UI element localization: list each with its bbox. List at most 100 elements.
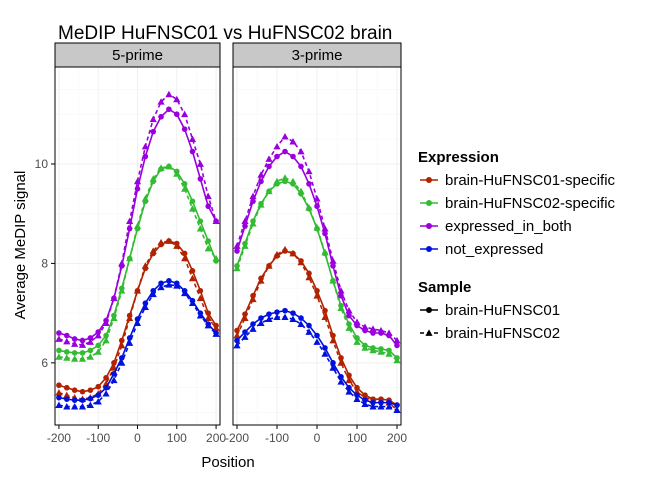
data-point xyxy=(204,321,212,329)
data-point xyxy=(393,356,401,364)
data-point xyxy=(305,204,313,211)
data-point xyxy=(234,248,240,254)
data-point xyxy=(166,278,172,284)
data-point xyxy=(197,218,204,224)
data-point xyxy=(306,181,312,187)
panel-strip-label: 3-prime xyxy=(292,47,343,64)
data-point xyxy=(257,277,265,284)
legend-sample-item: brain-HuFNSC02 xyxy=(420,325,560,342)
chart-title: MeDIP HuFNSC01 vs HuFNSC02 brain xyxy=(58,23,392,44)
y-tick-label: 10 xyxy=(35,157,49,171)
data-point xyxy=(118,341,126,349)
data-point xyxy=(196,294,204,302)
data-point xyxy=(266,311,272,317)
legend-expression-title: Expression xyxy=(418,149,499,166)
data-point xyxy=(165,90,173,98)
data-point xyxy=(297,187,305,195)
data-point xyxy=(345,388,353,395)
y-tick-label: 8 xyxy=(41,256,48,270)
data-point xyxy=(369,325,377,332)
data-point xyxy=(71,355,79,362)
data-point xyxy=(63,384,70,391)
data-point xyxy=(282,307,288,314)
data-point xyxy=(257,319,265,326)
data-point xyxy=(110,314,118,321)
data-point xyxy=(126,254,134,262)
x-tick-label: 200 xyxy=(206,431,226,445)
series-line xyxy=(58,240,217,400)
x-tick-label: -200 xyxy=(225,431,249,445)
data-point xyxy=(188,135,197,142)
data-point xyxy=(337,304,345,312)
data-point xyxy=(71,336,78,342)
data-point xyxy=(71,403,79,410)
data-point xyxy=(63,403,71,410)
data-point xyxy=(173,170,181,177)
data-point xyxy=(305,328,313,335)
data-point xyxy=(149,115,157,123)
legend-marker xyxy=(426,177,432,183)
panel-strip-label: 5-prime xyxy=(112,47,163,64)
data-point xyxy=(78,403,87,410)
data-point xyxy=(71,340,79,347)
data-point xyxy=(188,274,197,282)
data-point xyxy=(345,324,353,331)
data-point xyxy=(94,331,102,339)
data-point xyxy=(133,177,142,185)
data-point xyxy=(378,399,384,406)
data-point xyxy=(95,383,102,390)
data-point xyxy=(361,344,369,351)
data-point xyxy=(313,195,321,202)
data-point xyxy=(281,245,289,253)
data-point xyxy=(249,192,257,200)
data-point xyxy=(273,177,281,185)
data-point xyxy=(241,314,249,321)
data-point xyxy=(265,187,273,195)
data-point xyxy=(126,314,134,321)
data-point xyxy=(289,137,297,145)
data-point xyxy=(196,224,204,232)
data-point xyxy=(55,389,63,396)
data-point xyxy=(313,338,321,345)
data-point xyxy=(233,331,241,339)
x-tick-label: -200 xyxy=(47,431,71,445)
data-point xyxy=(126,335,133,341)
data-point xyxy=(329,364,337,371)
data-point xyxy=(165,281,173,288)
data-point xyxy=(362,397,368,403)
data-point xyxy=(189,198,196,205)
data-point xyxy=(78,355,87,362)
data-point xyxy=(241,333,249,340)
data-point xyxy=(369,346,377,354)
data-point xyxy=(346,372,352,379)
x-tick-label: 200 xyxy=(387,431,407,445)
x-tick-label: 100 xyxy=(347,431,367,445)
data-point xyxy=(196,160,204,167)
data-point xyxy=(189,268,196,274)
data-point xyxy=(212,324,220,331)
data-point xyxy=(234,337,240,344)
data-point xyxy=(110,376,118,384)
data-point xyxy=(63,354,71,361)
data-point xyxy=(338,292,344,299)
data-point xyxy=(394,342,400,349)
data-point xyxy=(345,307,353,314)
data-point xyxy=(385,403,393,410)
data-point xyxy=(290,153,296,160)
data-point xyxy=(321,350,329,357)
data-point xyxy=(63,332,70,339)
legend-sample-label: brain-HuFNSC02 xyxy=(445,325,560,342)
data-point xyxy=(181,110,189,118)
data-point xyxy=(204,192,212,200)
data-point xyxy=(118,287,126,294)
data-point xyxy=(79,337,86,344)
data-point xyxy=(110,294,118,302)
data-point xyxy=(329,257,337,264)
data-point xyxy=(165,162,173,170)
x-tick-label: -100 xyxy=(265,431,289,445)
data-point xyxy=(79,350,86,356)
data-point xyxy=(95,342,102,349)
data-point xyxy=(141,142,149,150)
data-point xyxy=(249,295,257,303)
